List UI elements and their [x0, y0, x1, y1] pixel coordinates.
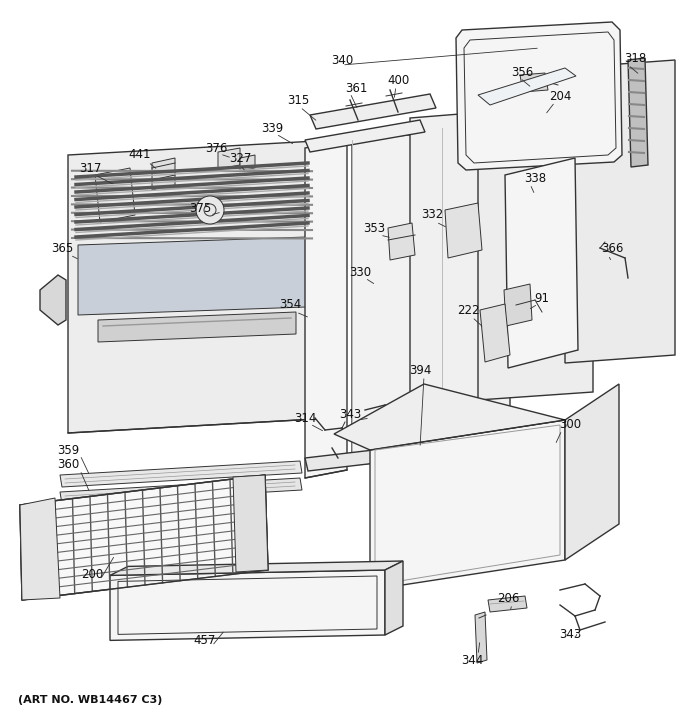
- Circle shape: [551, 83, 559, 91]
- Polygon shape: [60, 461, 302, 487]
- Polygon shape: [388, 223, 415, 260]
- Text: 206: 206: [497, 592, 520, 605]
- Text: 375: 375: [189, 201, 211, 214]
- Text: 400: 400: [387, 74, 409, 86]
- Text: (ART NO. WB14467 C3): (ART NO. WB14467 C3): [18, 695, 163, 705]
- Polygon shape: [95, 168, 135, 222]
- Text: 318: 318: [624, 51, 646, 64]
- Polygon shape: [20, 475, 268, 600]
- Text: 441: 441: [129, 148, 151, 161]
- Text: 327: 327: [228, 151, 251, 164]
- Polygon shape: [305, 140, 347, 478]
- Polygon shape: [78, 237, 306, 315]
- Polygon shape: [370, 420, 565, 590]
- Text: 332: 332: [421, 209, 443, 222]
- Text: 361: 361: [345, 82, 367, 95]
- Text: 343: 343: [559, 628, 581, 641]
- Text: 366: 366: [601, 242, 623, 255]
- Text: 354: 354: [279, 298, 301, 311]
- Text: 300: 300: [559, 418, 581, 431]
- Polygon shape: [456, 22, 622, 170]
- Polygon shape: [480, 304, 510, 362]
- Text: 344: 344: [461, 654, 483, 667]
- Polygon shape: [98, 312, 296, 342]
- Text: 204: 204: [549, 90, 571, 103]
- Polygon shape: [488, 596, 527, 612]
- Polygon shape: [60, 478, 302, 504]
- Text: 91: 91: [534, 292, 549, 305]
- Text: 200: 200: [81, 568, 103, 581]
- Polygon shape: [334, 384, 565, 450]
- Circle shape: [322, 438, 332, 448]
- Text: 339: 339: [261, 122, 283, 135]
- Text: 359: 359: [57, 444, 79, 457]
- Polygon shape: [628, 58, 648, 167]
- Text: 353: 353: [363, 222, 385, 235]
- Polygon shape: [520, 73, 548, 92]
- Polygon shape: [478, 87, 593, 400]
- Polygon shape: [240, 155, 255, 171]
- Polygon shape: [110, 570, 385, 641]
- Text: 330: 330: [349, 266, 371, 279]
- Polygon shape: [305, 120, 425, 152]
- Polygon shape: [68, 141, 316, 433]
- Polygon shape: [310, 94, 436, 129]
- Polygon shape: [565, 384, 619, 560]
- Text: 317: 317: [79, 161, 101, 174]
- Polygon shape: [445, 203, 482, 258]
- Polygon shape: [233, 475, 268, 572]
- Polygon shape: [152, 158, 175, 190]
- Polygon shape: [20, 498, 60, 600]
- Polygon shape: [110, 561, 403, 576]
- Text: 343: 343: [339, 408, 361, 421]
- Polygon shape: [505, 158, 578, 368]
- Text: 376: 376: [205, 141, 227, 154]
- Text: 222: 222: [457, 303, 479, 316]
- Circle shape: [196, 196, 224, 224]
- Polygon shape: [305, 442, 445, 471]
- Polygon shape: [385, 561, 403, 635]
- Text: 340: 340: [331, 54, 353, 67]
- Text: 314: 314: [294, 411, 316, 424]
- Text: 356: 356: [511, 65, 533, 78]
- Text: 360: 360: [57, 458, 79, 471]
- Text: 394: 394: [409, 363, 431, 376]
- Polygon shape: [352, 132, 442, 465]
- Text: 338: 338: [524, 172, 546, 185]
- Polygon shape: [478, 68, 576, 105]
- Text: 315: 315: [287, 93, 309, 106]
- Polygon shape: [504, 284, 532, 326]
- Polygon shape: [565, 60, 675, 363]
- Text: 365: 365: [51, 242, 73, 255]
- Text: 457: 457: [194, 634, 216, 647]
- Polygon shape: [218, 148, 240, 169]
- Polygon shape: [475, 612, 487, 663]
- Polygon shape: [40, 275, 66, 325]
- Polygon shape: [410, 110, 510, 436]
